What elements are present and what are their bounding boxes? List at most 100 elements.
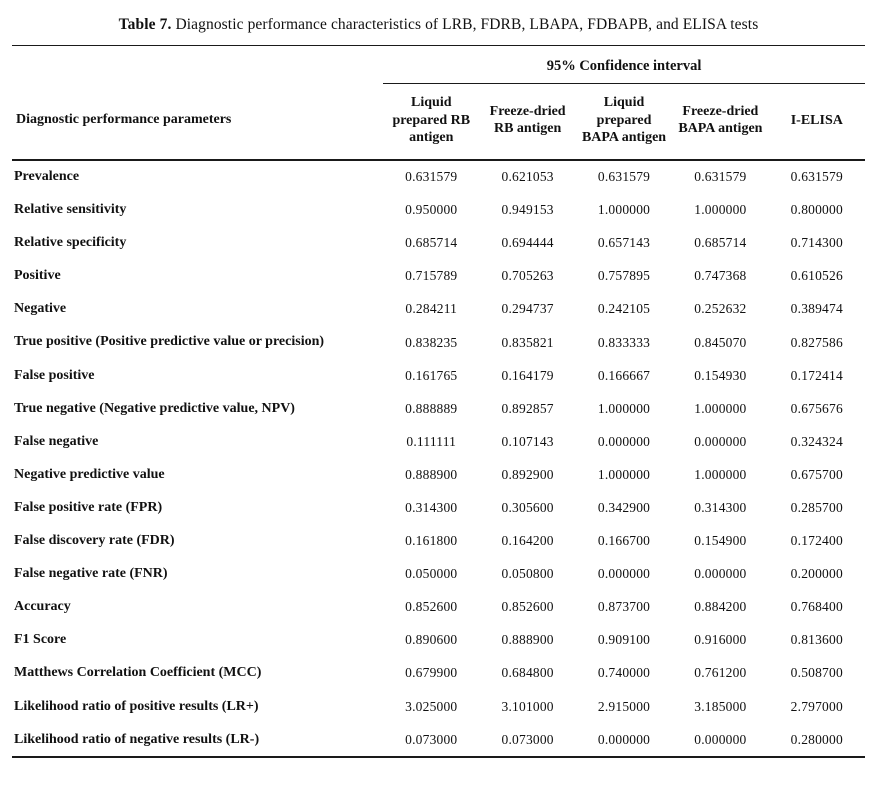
- table-row: Positive 0.715789 0.705263 0.757895 0.747368…: [12, 260, 865, 293]
- value-cell: 0.845070: [694, 334, 747, 350]
- value-cell: 0.314300: [694, 499, 747, 515]
- table-row: False negative rate (FNR) 0.050000 0.05080…: [12, 558, 865, 591]
- value-cell: 0.050000: [405, 566, 458, 582]
- table-row: Likelihood ratio of negative results (LR…: [12, 723, 865, 757]
- table-row: False positive rate (FPR) 0.314300 0.30560…: [12, 491, 865, 524]
- table-caption: Table 7. Diagnostic performance characte…: [12, 6, 865, 45]
- value-cell: 0.000000: [597, 566, 651, 582]
- parameter-name: Negative: [14, 301, 67, 317]
- parameter-name: Matthews Correlation Coefficient (MCC): [14, 665, 262, 681]
- group-header-spacer: [12, 46, 383, 84]
- table-row: Relative sensitivity 0.950000 0.949153 1.00…: [12, 194, 865, 227]
- column-header: I-ELISA: [768, 83, 865, 161]
- value-cell: 1.000000: [694, 202, 747, 218]
- value-cell: 0.324324: [790, 433, 843, 449]
- value-cell: 0.389474: [790, 301, 843, 317]
- value-cell: 0.000000: [597, 433, 651, 449]
- table-row: Negative 0.284211 0.294737 0.242105 0.252632…: [12, 293, 865, 326]
- value-cell: 0.154930: [694, 367, 747, 383]
- parameter-name: False negative rate (FNR): [14, 566, 168, 582]
- value-cell: 0.800000: [790, 202, 843, 218]
- value-cell: 0.342900: [597, 499, 651, 515]
- table-row: False discovery rate (FDR) 0.161800 0.1642…: [12, 525, 865, 558]
- value-cell: 0.166700: [597, 533, 651, 549]
- table-row: Relative specificity 0.685714 0.694444 0.65…: [12, 227, 865, 260]
- value-cell: 0.000000: [694, 433, 747, 449]
- value-cell: 0.873700: [597, 599, 651, 615]
- value-cell: 0.161765: [405, 367, 458, 383]
- table-caption-label: Table 7.: [118, 16, 172, 33]
- value-cell: 2.797000: [790, 698, 843, 714]
- value-cell: 0.285700: [790, 499, 843, 515]
- value-cell: 0.305600: [501, 499, 554, 515]
- value-cell: 0.685714: [405, 235, 458, 251]
- parameter-name: Prevalence: [14, 169, 80, 184]
- value-cell: 0.740000: [597, 665, 651, 681]
- value-cell: 0.916000: [694, 632, 747, 648]
- value-cell: 0.284211: [405, 301, 458, 317]
- value-cell: 0.242105: [597, 301, 651, 317]
- value-cell: 0.050800: [501, 566, 554, 582]
- parameter-name: Likelihood ratio of negative results (LR…: [14, 731, 260, 747]
- table-row: Negative predictive value 0.888900 0.89290…: [12, 458, 865, 491]
- value-cell: 0.172414: [790, 367, 843, 383]
- value-cell: 0.172400: [790, 533, 843, 549]
- value-cell: 3.025000: [405, 698, 458, 714]
- table-row: F1 Score 0.890600 0.888900 0.909100 0.916000…: [12, 624, 865, 657]
- parameter-name: False positive: [14, 367, 95, 383]
- value-cell: 0.838235: [405, 334, 458, 350]
- column-header-row: Diagnostic performance parameters Liquid…: [12, 83, 865, 161]
- parameter-name: F1 Score: [14, 632, 67, 648]
- table-row: False negative 0.111111 0.107143 0.000000 0.…: [12, 425, 865, 458]
- value-cell: 1.000000: [597, 400, 651, 416]
- value-cell: 0.685714: [694, 235, 747, 251]
- value-cell: 0.107143: [501, 433, 554, 449]
- value-cell: 0.679900: [405, 665, 458, 681]
- value-cell: 1.000000: [694, 400, 747, 416]
- value-cell: 0.714300: [790, 235, 843, 251]
- value-cell: 0.631579: [405, 169, 458, 185]
- value-cell: 0.314300: [405, 499, 458, 515]
- value-cell: 0.827586: [790, 334, 843, 350]
- value-cell: 0.884200: [694, 599, 747, 615]
- value-cell: 0.833333: [597, 334, 651, 350]
- value-cell: 0.909100: [597, 632, 651, 648]
- column-header: Freeze-dried BAPA antigen: [672, 83, 769, 161]
- value-cell: 0.166667: [597, 367, 651, 383]
- parameter-name: False negative: [14, 433, 99, 449]
- parameter-name: Positive: [14, 268, 61, 284]
- value-cell: 0.675676: [790, 400, 843, 416]
- value-cell: 0.073000: [501, 731, 554, 747]
- value-cell: 0.675700: [790, 466, 843, 482]
- value-cell: 0.888900: [405, 466, 458, 482]
- diagnostic-performance-table: 95% Confidence interval Diagnostic perfo…: [12, 45, 865, 759]
- value-cell: 0.761200: [694, 665, 747, 681]
- column-header: Freeze-dried RB antigen: [479, 83, 576, 161]
- value-cell: 0.200000: [790, 566, 843, 582]
- parameters-column-header: Diagnostic performance parameters: [12, 83, 384, 161]
- value-cell: 0.508700: [790, 665, 843, 681]
- value-cell: 0.164200: [501, 533, 554, 549]
- value-cell: 0.747368: [694, 268, 747, 284]
- table-row: False positive 0.161765 0.164179 0.166667 0.…: [12, 359, 865, 392]
- value-cell: 1.000000: [597, 202, 651, 218]
- value-cell: 0.892857: [501, 400, 554, 416]
- value-cell: 0.610526: [790, 268, 843, 284]
- column-header: Liquid prepared BAPA antigen: [575, 83, 673, 161]
- parameter-name: Accuracy: [14, 599, 71, 615]
- group-header-row: 95% Confidence interval: [12, 45, 865, 84]
- value-cell: 1.000000: [597, 466, 651, 482]
- value-cell: 0.631579: [790, 169, 843, 185]
- table-row: True positive (Positive predictive value…: [12, 326, 865, 359]
- parameter-name: Relative specificity: [14, 235, 127, 251]
- table-row: Likelihood ratio of positive results (LR…: [12, 690, 865, 723]
- parameter-name: Relative sensitivity: [14, 202, 127, 218]
- parameter-name: Negative predictive value: [14, 466, 165, 482]
- table-row: Accuracy 0.852600 0.852600 0.873700 0.884200…: [12, 591, 865, 624]
- value-cell: 0.892900: [501, 466, 554, 482]
- table-row: True negative (Negative predictive value…: [12, 392, 865, 425]
- value-cell: 0.111111: [406, 433, 457, 449]
- value-cell: 0.621053: [501, 169, 554, 185]
- table-body: Prevalence 0.631579 0.621053 0.631579 0.6315…: [12, 160, 865, 758]
